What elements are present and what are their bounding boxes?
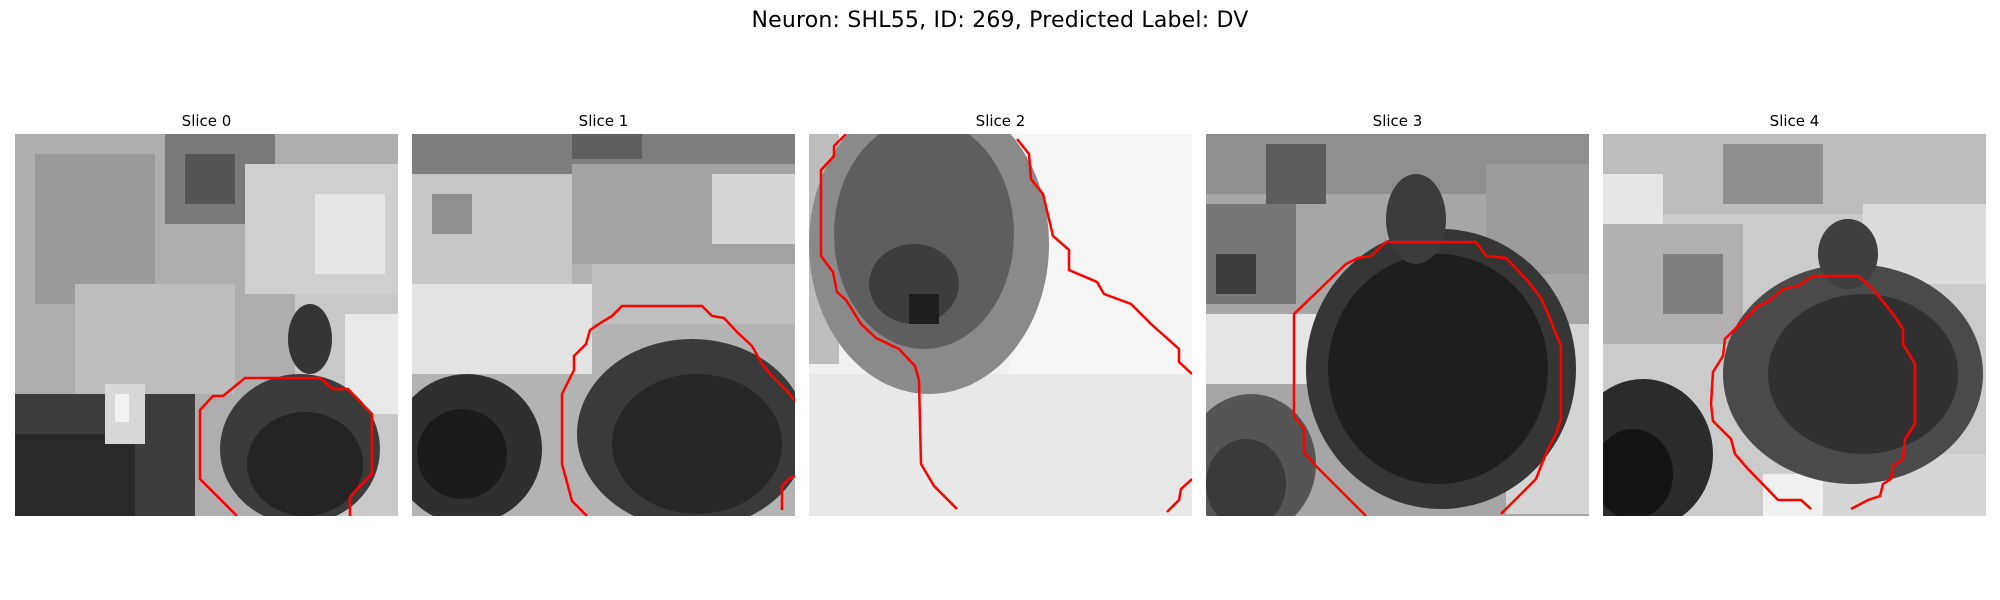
slice-title-1: Slice 1 bbox=[578, 112, 629, 130]
cell-body-neighbor-core bbox=[1206, 439, 1286, 516]
slice-panel-0: Slice 0 bbox=[15, 108, 398, 516]
cell-body-core bbox=[1328, 254, 1548, 484]
cell-body-neighbor-core bbox=[417, 409, 507, 499]
slice-image-2 bbox=[809, 134, 1192, 516]
slice-image-1 bbox=[412, 134, 795, 516]
neuron-contour bbox=[198, 376, 374, 516]
tissue-texture bbox=[412, 134, 795, 374]
neuron-contour-right bbox=[1016, 138, 1192, 375]
neuron-contour-left bbox=[819, 134, 958, 510]
neuron-contour-fragment bbox=[780, 474, 795, 510]
cell-process bbox=[1818, 219, 1878, 289]
cell-body-neighbor-core bbox=[1603, 429, 1673, 516]
neuron-contour bbox=[1709, 274, 1917, 511]
cell-process bbox=[288, 304, 332, 374]
slice-panel-3: Slice 3 bbox=[1206, 108, 1589, 516]
slice-panel-4: Slice 4 bbox=[1603, 108, 1986, 516]
cell-process bbox=[1386, 174, 1446, 264]
slice-title-2: Slice 2 bbox=[975, 112, 1026, 130]
slice-image-3 bbox=[1206, 134, 1589, 516]
slice-title-4: Slice 4 bbox=[1769, 112, 1820, 130]
tissue-texture bbox=[1603, 134, 1986, 516]
cell-body-core bbox=[247, 412, 363, 516]
slice-title-0: Slice 0 bbox=[181, 112, 232, 130]
slice-panel-2: Slice 2 bbox=[809, 108, 1192, 516]
neuron-contour bbox=[1292, 240, 1563, 516]
neuron-contour bbox=[560, 304, 795, 516]
cell-body-core bbox=[612, 374, 782, 514]
slice-image-0 bbox=[15, 134, 398, 516]
cell-body-core bbox=[1768, 294, 1958, 454]
neuron-contour-fragment bbox=[1166, 478, 1192, 513]
tissue-texture bbox=[15, 134, 398, 516]
slice-image-4 bbox=[1603, 134, 1986, 516]
cell-nucleus bbox=[909, 294, 939, 324]
slice-panel-1: Slice 1 bbox=[412, 108, 795, 516]
slice-title-3: Slice 3 bbox=[1372, 112, 1423, 130]
figure-title: Neuron: SHL55, ID: 269, Predicted Label:… bbox=[751, 8, 1249, 33]
